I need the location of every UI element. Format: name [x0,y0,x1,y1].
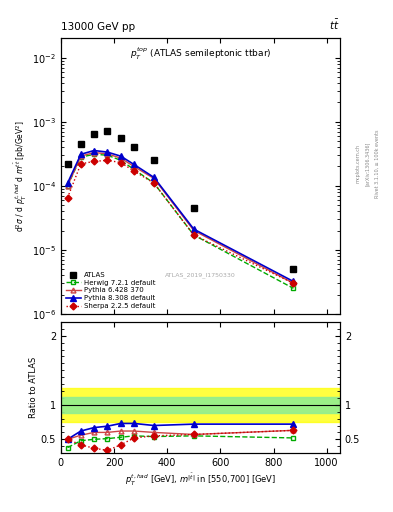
Text: ATLAS_2019_I1750330: ATLAS_2019_I1750330 [165,272,236,278]
Bar [61,388,340,422]
Text: Rivet 3.1.10, ≥ 100k events: Rivet 3.1.10, ≥ 100k events [375,130,380,198]
Bar [61,396,340,413]
Y-axis label: Ratio to ATLAS: Ratio to ATLAS [29,357,38,418]
Text: 13000 GeV pp: 13000 GeV pp [61,22,135,32]
X-axis label: $p_T^{t,had}$ [GeV], $m^{|\bar{t}|}$ in [550,700] [GeV]: $p_T^{t,had}$ [GeV], $m^{|\bar{t}|}$ in … [125,472,276,488]
Text: [arXiv:1306.3436]: [arXiv:1306.3436] [365,142,370,186]
Text: $p_T^{top}$ (ATLAS semileptonic ttbar): $p_T^{top}$ (ATLAS semileptonic ttbar) [130,45,271,61]
Text: $t\bar{t}$: $t\bar{t}$ [329,17,340,32]
Legend: ATLAS, Herwig 7.2.1 default, Pythia 6.428 370, Pythia 8.308 default, Sherpa 2.2.: ATLAS, Herwig 7.2.1 default, Pythia 6.42… [64,271,157,310]
Text: mcplots.cern.ch: mcplots.cern.ch [356,144,361,183]
Y-axis label: d$^2\sigma$ / d $p_T^{t,had}$ d $m^{t\bar{t}}$ [pb/GeV$^2$]: d$^2\sigma$ / d $p_T^{t,had}$ d $m^{t\ba… [13,120,29,232]
